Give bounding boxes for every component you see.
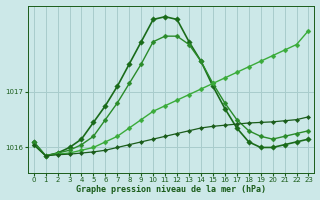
X-axis label: Graphe pression niveau de la mer (hPa): Graphe pression niveau de la mer (hPa) (76, 185, 266, 194)
